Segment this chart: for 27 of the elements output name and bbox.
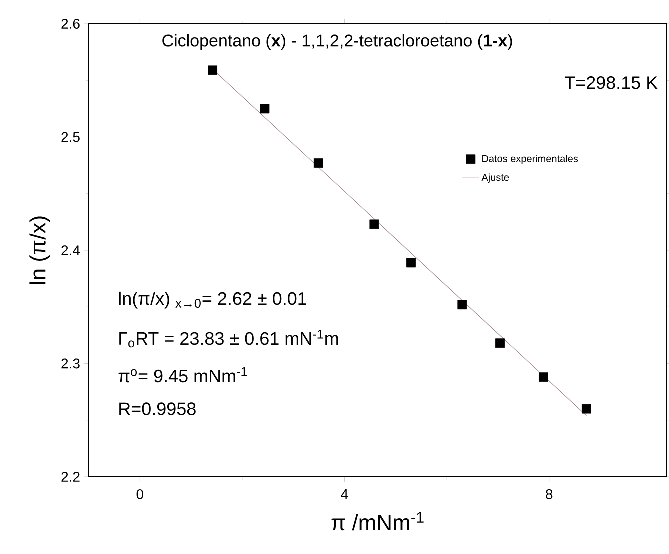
annotation: Γ$_{o}$RT = 23.83 ± 0.61 mN$^{-1}$m <box>120 330 338 348</box>
legend-label: Datos experimentales <box>482 155 578 164</box>
point <box>314 158 324 168</box>
x-tick-label: 4 <box>341 490 348 500</box>
point <box>370 220 380 230</box>
y-axis-title: ln (π/x) <box>30 216 50 284</box>
y-tick-label: 2.4 <box>62 246 80 256</box>
x-tick-label: 0 <box>136 490 144 500</box>
x-axis-title: π /mNm$^{-1}$ <box>332 512 424 531</box>
point <box>496 338 505 348</box>
point <box>260 104 270 114</box>
y-tick-label: 2.6 <box>62 19 80 29</box>
point <box>208 66 218 76</box>
legend-label: Ajuste <box>482 174 510 184</box>
text: Ciclopentano (x) - 1,1,2,2-tetracloroetano (1-x) <box>162 34 512 50</box>
annotation: ln(π/x) $_{x→0}$= 2.62 ± 0.01 <box>119 292 306 309</box>
annotation: R=0.9958 <box>120 402 196 416</box>
point <box>539 372 548 382</box>
y-tick-label: 2.2 <box>62 472 80 482</box>
point <box>406 258 416 268</box>
annotation: π$^{o}$= 9.45 mNm$^{-1}$ <box>118 368 248 383</box>
x-tick-label: 8 <box>546 490 553 500</box>
point <box>458 300 468 310</box>
y-tick-label: 2.3 <box>62 358 80 369</box>
annotation: T=298.15 K <box>564 76 658 90</box>
point <box>582 404 592 414</box>
y-tick-label: 2.5 <box>62 132 80 142</box>
